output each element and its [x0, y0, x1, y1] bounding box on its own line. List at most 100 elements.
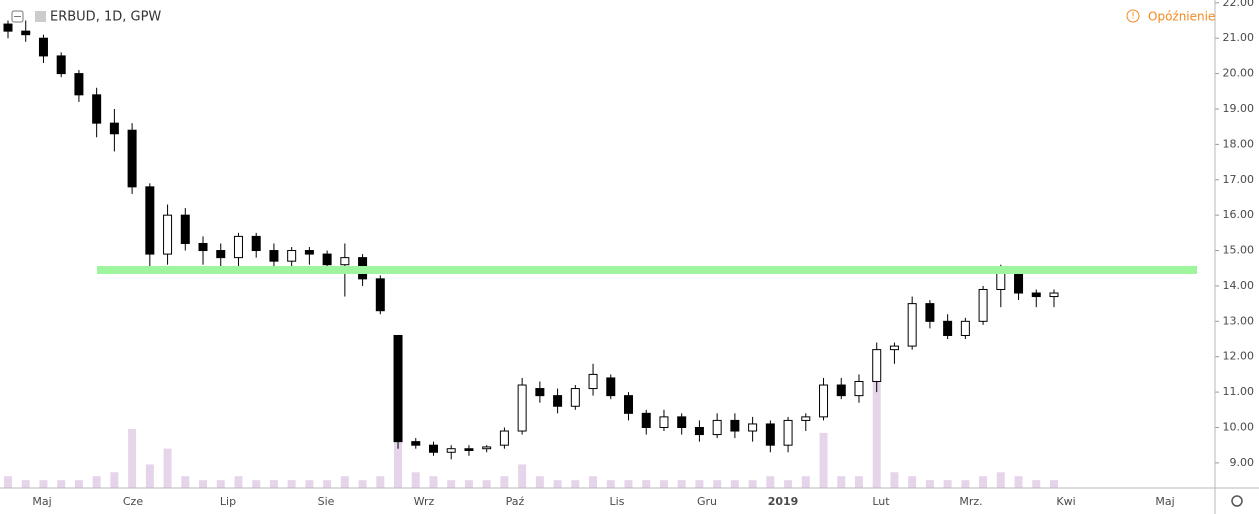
volume-bar — [979, 476, 988, 488]
candle-body — [411, 441, 421, 446]
y-tick-label: 18.00 — [1223, 137, 1255, 150]
candle-body — [588, 373, 598, 390]
x-tick-label: Gru — [697, 495, 717, 508]
y-tick-label: 12.00 — [1223, 350, 1255, 363]
x-tick-label: Maj — [1155, 495, 1174, 508]
volume-bar — [1014, 476, 1023, 488]
candle-body — [641, 412, 651, 428]
candle-body — [694, 426, 704, 436]
volume-bar — [890, 472, 899, 488]
candle-body — [482, 446, 492, 450]
volume-bar — [376, 476, 385, 488]
candle-body — [872, 349, 882, 382]
volume-bar — [872, 370, 881, 488]
volume-bar — [535, 476, 544, 488]
volume-bar — [713, 480, 722, 488]
volume-bar — [961, 480, 970, 488]
volume-bar — [482, 480, 491, 488]
volume-bar — [571, 480, 580, 488]
candle-body — [287, 250, 297, 262]
x-tick-label: Mrz. — [959, 495, 982, 508]
volume-bar — [305, 480, 314, 488]
candle-body — [446, 448, 456, 453]
volume-bar — [411, 472, 420, 488]
settings-button[interactable] — [1231, 495, 1243, 507]
volume-bar — [659, 480, 668, 488]
volume-bar — [110, 472, 119, 488]
volume-bar — [358, 480, 367, 488]
collapse-button[interactable] — [11, 10, 24, 23]
delay-status[interactable]: Opóźnienie — [1148, 10, 1215, 24]
candle-body — [1031, 292, 1041, 298]
y-tick-label: 10.00 — [1223, 420, 1255, 433]
candle-body — [730, 419, 740, 432]
volume-bar — [1050, 480, 1058, 488]
x-tick-label: Lut — [872, 495, 890, 508]
candle-body — [978, 288, 988, 322]
volume-bar — [447, 480, 456, 488]
volume-bar — [199, 480, 208, 488]
x-tick-label: Lis — [610, 495, 625, 508]
x-tick-label: Kwi — [1056, 495, 1075, 508]
support-level — [97, 266, 1197, 275]
y-tick-label: 21.00 — [1223, 31, 1255, 44]
volume-bar — [837, 476, 846, 488]
volume-bar — [624, 480, 633, 488]
volume-bar — [39, 480, 48, 488]
y-tick-label: 22.00 — [1223, 0, 1255, 9]
delay-icon — [1126, 9, 1140, 23]
candle-body — [765, 423, 775, 446]
volume-bar — [464, 480, 473, 488]
volume-bar — [500, 476, 509, 488]
volume-bar — [784, 480, 793, 488]
volume-bar — [801, 476, 810, 488]
volume-bar — [553, 480, 562, 488]
volume-bar — [642, 480, 651, 488]
candle-body — [570, 388, 580, 407]
candle-body — [304, 250, 314, 255]
candle-body — [1049, 292, 1059, 298]
candle-body — [180, 214, 190, 244]
volume-bar — [287, 480, 296, 488]
volume-bar — [234, 476, 243, 488]
volume-bar — [57, 480, 66, 488]
candle-body — [269, 250, 279, 262]
candle-body — [216, 250, 226, 259]
y-tick-label: 11.00 — [1223, 385, 1255, 398]
y-tick-label: 16.00 — [1223, 208, 1255, 221]
candle-body — [56, 55, 66, 75]
volume-bar — [74, 480, 83, 488]
volume-bar — [128, 429, 137, 488]
x-tick-label: Wrz — [414, 495, 435, 508]
candle-body — [836, 384, 846, 397]
candle-body — [340, 257, 350, 266]
candle-body — [233, 235, 243, 259]
volume-bar — [21, 480, 30, 488]
volume-bar — [252, 480, 261, 488]
candle-body — [659, 416, 669, 428]
candle-body — [3, 23, 13, 32]
candle-body — [322, 253, 332, 266]
candle-body — [535, 388, 545, 397]
volume-bar — [1032, 480, 1041, 488]
candle-body — [74, 73, 84, 96]
volume-bar — [730, 480, 739, 488]
volume-bar — [908, 476, 917, 488]
volume-bar — [996, 472, 1005, 488]
candle-body — [925, 303, 935, 322]
delay-icon-mark: ! — [1131, 12, 1135, 22]
volume-bar — [429, 476, 438, 488]
volume-bar — [340, 476, 349, 488]
volume-bar — [589, 476, 598, 488]
volume-bar — [943, 480, 952, 488]
volume-bar — [854, 476, 863, 488]
volume-bar — [323, 480, 332, 488]
x-tick-label: 2019 — [768, 495, 799, 508]
candle-body — [960, 320, 970, 336]
candle-body — [783, 419, 793, 446]
candle-body — [819, 384, 829, 418]
chart-title[interactable]: ERBUD, 1D, GPW — [50, 10, 161, 25]
candle-body — [907, 303, 917, 347]
